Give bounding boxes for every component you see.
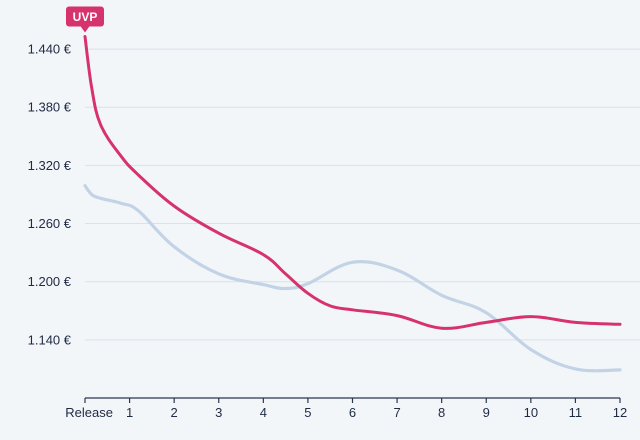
grid-layer [85, 48, 640, 341]
x-tick-label: 11 [569, 405, 583, 420]
uvp-badge: UVP [66, 6, 104, 33]
uvp-badge-background [66, 6, 104, 27]
y-tick-label: 1.440 € [28, 42, 72, 57]
y-tick-label: 1.200 € [28, 274, 72, 289]
y-tick-label: 1.380 € [28, 100, 72, 115]
uvp-badge-pointer [80, 25, 90, 33]
x-tick-labels: Release 1 2 3 4 5 6 7 8 9 10 11 12 [65, 398, 627, 420]
series-line-secondary [83, 184, 622, 373]
x-tick-label: 12 [613, 405, 627, 420]
x-tick-label: Release [65, 405, 113, 420]
series-layer [83, 35, 622, 373]
x-tick-label: 8 [438, 405, 445, 420]
x-tick-label: 5 [304, 405, 311, 420]
x-tick-label: 2 [171, 405, 178, 420]
x-tick-label: 4 [260, 405, 267, 420]
x-tick-label: 7 [393, 405, 400, 420]
y-tick-label: 1.320 € [28, 158, 72, 173]
series-line-primary [83, 35, 622, 330]
x-tick-label: 3 [215, 405, 222, 420]
y-tick-labels: 1.140 € 1.200 € 1.260 € 1.320 € 1.380 € 1.440… [28, 42, 72, 348]
x-tick-label: 1 [126, 405, 133, 420]
x-tick-label: 6 [349, 405, 356, 420]
x-tick-label: 10 [524, 405, 538, 420]
x-tick-label: 9 [483, 405, 490, 420]
y-tick-label: 1.260 € [28, 216, 72, 231]
y-tick-label: 1.140 € [28, 332, 72, 347]
uvp-badge-label: UVP [73, 10, 98, 24]
